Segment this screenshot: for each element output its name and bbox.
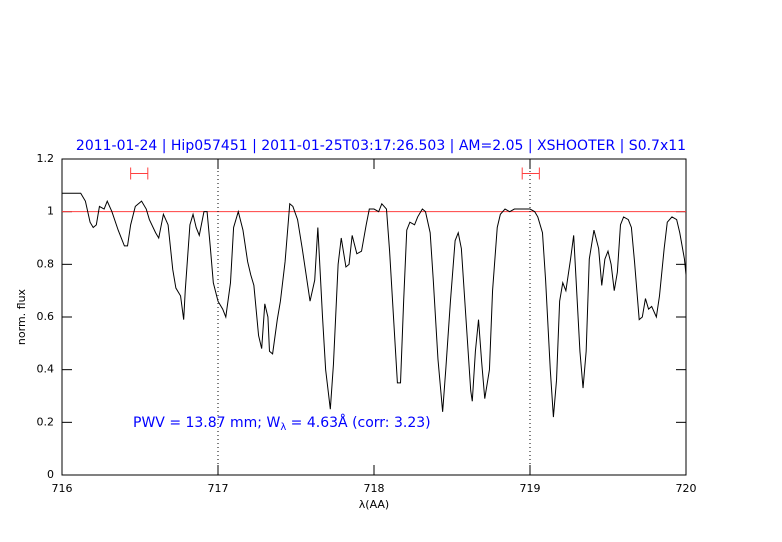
y-tick-label: 0.6 — [37, 310, 55, 323]
y-tick-label: 0 — [47, 468, 54, 481]
chart-title: 2011-01-24 | Hip057451 | 2011-01-25T03:1… — [76, 138, 686, 154]
x-tick-label: 720 — [676, 482, 697, 495]
x-tick-label: 719 — [520, 482, 541, 495]
y-tick-label: 0.4 — [37, 363, 55, 376]
x-axis-label: λ(AA) — [359, 498, 389, 511]
x-tick-label: 718 — [364, 482, 385, 495]
y-axis-label: norm. flux — [15, 288, 28, 345]
annotation-part: λ — [280, 422, 286, 433]
annotation-part: PWV = 13.87 mm; W — [133, 415, 280, 431]
y-tick-label: 1 — [47, 205, 54, 218]
annotation: PWV = 13.87 mm; Wλ = 4.63Å (corr: 3.23) — [133, 414, 431, 433]
x-tick-label: 716 — [52, 482, 73, 495]
y-tick-label: 0.2 — [37, 415, 55, 428]
x-tick-label: 717 — [208, 482, 229, 495]
spectrum-line — [62, 192, 687, 418]
annotation-part: = 4.63Å (corr: 3.23) — [286, 414, 430, 431]
y-tick-label: 1.2 — [37, 152, 55, 165]
y-tick-label: 0.8 — [37, 257, 55, 270]
